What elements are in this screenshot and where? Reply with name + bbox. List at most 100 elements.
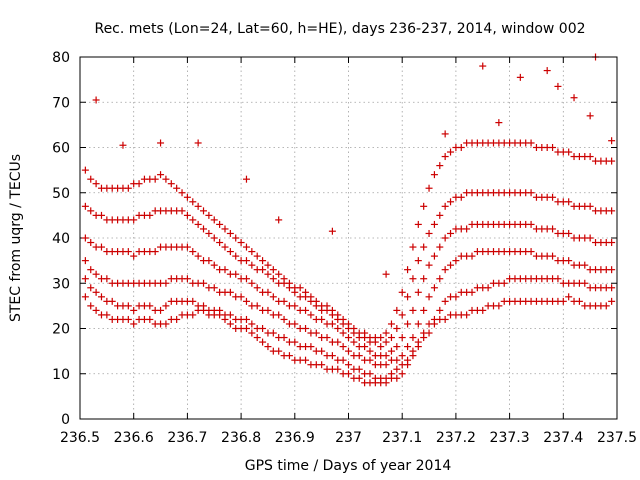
data-point — [500, 279, 508, 287]
data-point — [269, 266, 277, 274]
y-tick-label: 20 — [52, 322, 70, 338]
data-point — [409, 347, 417, 355]
data-point — [285, 352, 293, 360]
data-point — [124, 315, 132, 323]
data-point — [97, 293, 105, 301]
data-point — [430, 252, 438, 260]
x-tick-label: 237.4 — [543, 430, 583, 446]
data-point — [345, 334, 352, 342]
plot-frame — [79, 56, 618, 420]
data-point — [183, 243, 191, 251]
data-point — [334, 365, 342, 373]
data-point — [216, 220, 224, 228]
data-point — [468, 252, 476, 260]
x-tick-label: 236.9 — [275, 430, 315, 446]
data-point — [210, 216, 218, 224]
data-point — [194, 202, 202, 210]
data-point — [382, 352, 390, 360]
data-point — [355, 352, 363, 360]
data-point — [307, 293, 315, 301]
data-point — [436, 211, 444, 219]
data-point — [479, 62, 487, 70]
data-point — [130, 306, 138, 314]
data-point — [463, 225, 471, 233]
y-tick-label: 50 — [52, 186, 70, 202]
data-point — [404, 343, 412, 351]
data-point — [425, 320, 433, 328]
data-point — [586, 153, 594, 161]
data-point — [468, 288, 476, 296]
data-point — [430, 220, 438, 228]
data-point — [264, 261, 272, 269]
data-point — [124, 302, 132, 310]
data-point — [81, 257, 89, 265]
data-point — [162, 175, 170, 183]
data-point — [328, 320, 336, 328]
data-point — [565, 229, 573, 237]
data-point — [425, 184, 433, 192]
data-point — [318, 315, 326, 323]
data-point — [97, 243, 105, 251]
data-point — [92, 270, 100, 278]
data-point — [549, 225, 557, 233]
data-point — [194, 252, 202, 260]
data-point — [210, 284, 218, 292]
data-point — [382, 374, 390, 382]
data-point — [430, 171, 438, 179]
data-point — [554, 82, 562, 90]
data-point — [194, 139, 202, 147]
data-point — [543, 67, 551, 75]
data-point — [259, 257, 267, 265]
data-point — [124, 184, 132, 192]
data-point — [345, 361, 352, 369]
data-point — [608, 239, 616, 247]
data-point — [248, 261, 256, 269]
data-point — [398, 370, 406, 378]
data-point — [200, 302, 208, 310]
data-point — [398, 361, 406, 369]
data-point — [189, 311, 197, 319]
x-axis-label: GPS time / Days of year 2014 — [245, 458, 452, 474]
data-point — [226, 229, 234, 237]
data-point — [275, 311, 283, 319]
data-point — [420, 275, 428, 283]
data-point — [527, 248, 535, 256]
data-point — [527, 189, 535, 197]
data-point — [216, 306, 224, 314]
data-point — [280, 315, 288, 323]
data-point — [81, 293, 89, 301]
y-tick-label: 10 — [52, 367, 70, 383]
data-point — [436, 243, 444, 251]
data-point — [275, 347, 283, 355]
data-point — [436, 275, 444, 283]
data-point — [97, 211, 105, 219]
data-point — [436, 162, 444, 170]
x-tick-label: 236.7 — [167, 430, 207, 446]
data-point — [189, 248, 197, 256]
data-point — [189, 297, 197, 305]
data-point — [387, 347, 395, 355]
data-point — [527, 220, 535, 228]
data-point — [430, 315, 438, 323]
data-point — [608, 157, 616, 165]
data-point — [516, 73, 524, 81]
data-point — [452, 257, 460, 265]
data-point — [608, 297, 616, 305]
data-point — [237, 293, 245, 301]
data-point — [226, 248, 234, 256]
data-point — [328, 306, 336, 314]
data-point — [242, 325, 250, 332]
data-point — [210, 234, 218, 242]
data-point — [393, 356, 401, 364]
data-point — [565, 198, 573, 206]
data-point — [495, 302, 503, 310]
data-point — [355, 374, 363, 382]
data-point — [162, 302, 170, 310]
data-point — [307, 343, 315, 351]
data-point — [366, 347, 374, 355]
data-point — [221, 225, 229, 233]
data-point — [221, 266, 229, 274]
data-point — [608, 266, 616, 274]
data-point — [318, 347, 326, 355]
